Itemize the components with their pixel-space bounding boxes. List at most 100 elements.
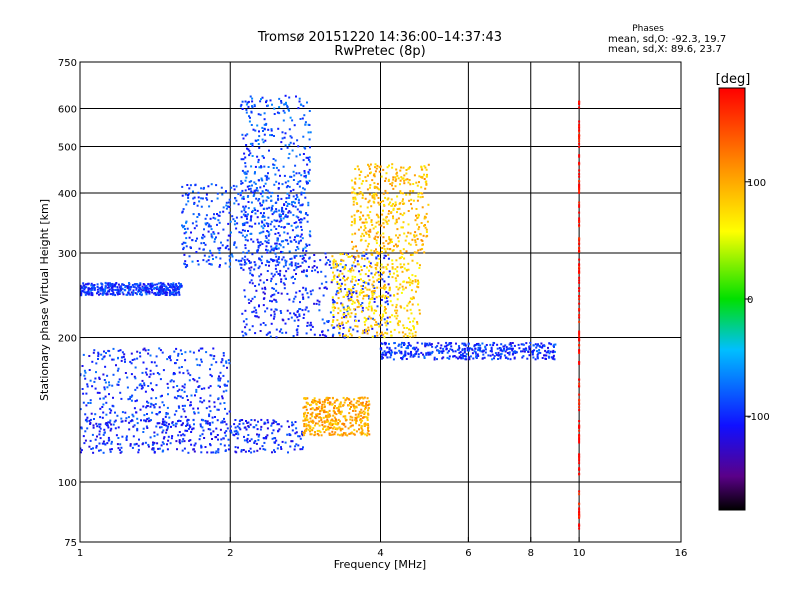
echo-point [392, 358, 395, 361]
echo-point [211, 421, 214, 424]
echo-point [541, 344, 544, 347]
echo-point [307, 131, 310, 134]
echo-point [383, 257, 386, 260]
echo-point [288, 203, 291, 205]
echo-point [303, 171, 306, 174]
echo-point [106, 424, 109, 427]
echo-point [352, 191, 355, 194]
echo-point [301, 203, 304, 206]
echo-point [366, 332, 369, 335]
echo-point [242, 320, 245, 323]
echo-point [164, 289, 167, 292]
echo-point [94, 377, 97, 380]
echo-point [464, 355, 467, 358]
echo-point [165, 431, 168, 434]
echo-point [307, 428, 310, 431]
echo-point [384, 343, 387, 346]
echo-point [224, 384, 227, 387]
echo-point [171, 435, 174, 438]
echo-point [101, 442, 104, 445]
echo-point [333, 407, 336, 410]
echo-point [317, 401, 320, 403]
x-axis-label: Frequency [MHz] [334, 558, 426, 571]
echo-point [290, 175, 293, 178]
echo-point [389, 294, 392, 297]
echo-point [275, 300, 278, 303]
echo-point [337, 297, 340, 300]
echo-point [353, 217, 356, 220]
echo-point [145, 293, 148, 296]
echo-point [96, 283, 99, 286]
echo-point [244, 100, 247, 103]
echo-point [374, 225, 377, 228]
echo-point [374, 166, 376, 169]
echo-point [416, 321, 419, 324]
echo-point [421, 342, 424, 345]
echo-point [358, 302, 360, 305]
echo-point [382, 315, 385, 318]
echo-point [147, 283, 150, 286]
echo-point [294, 295, 297, 298]
echo-point [270, 308, 273, 311]
echo-point [117, 426, 120, 429]
echo-point [302, 317, 305, 319]
echo-point [253, 306, 256, 309]
echo-point [578, 508, 581, 511]
echo-point [222, 210, 225, 213]
echo-point [356, 193, 359, 196]
echo-point [303, 425, 306, 428]
echo-point [117, 437, 120, 439]
echo-point [244, 162, 247, 165]
echo-point [270, 322, 273, 325]
echo-point [242, 213, 245, 216]
echo-point [181, 404, 184, 407]
echo-point [218, 379, 221, 382]
echo-point [330, 281, 333, 284]
echo-point [578, 102, 581, 105]
echo-point [535, 346, 538, 349]
echo-point [243, 171, 246, 174]
echo-point [341, 272, 344, 275]
y-tick-label: 400 [58, 189, 77, 200]
echo-point [96, 285, 99, 288]
echo-point [93, 349, 96, 352]
echo-point [511, 342, 514, 344]
echo-point [209, 394, 212, 397]
echo-point [261, 262, 263, 265]
echo-point [392, 208, 395, 211]
echo-point [116, 443, 119, 446]
echo-point [225, 360, 228, 363]
echo-point [98, 423, 100, 426]
echo-point [316, 422, 319, 425]
echo-point [387, 212, 390, 215]
echo-point [338, 334, 341, 337]
echo-point [166, 382, 169, 385]
echo-point [349, 326, 352, 329]
echo-point [242, 268, 245, 271]
echo-point [391, 241, 393, 243]
echo-point [259, 100, 262, 103]
echo-point [323, 421, 326, 424]
echo-point [339, 263, 342, 266]
echo-point [141, 443, 144, 446]
echo-point [355, 401, 358, 404]
echo-point [217, 448, 220, 451]
echo-point [311, 407, 314, 410]
echo-point [370, 309, 373, 312]
echo-point [118, 378, 121, 381]
echo-point [494, 352, 497, 355]
echo-point [242, 251, 245, 254]
echo-point [94, 387, 97, 390]
echo-point [311, 411, 314, 414]
echo-point [297, 107, 300, 110]
echo-point [191, 222, 194, 225]
echo-point [259, 244, 262, 247]
echo-point [365, 400, 368, 403]
echo-point [270, 209, 273, 212]
echo-point [305, 243, 308, 246]
echo-point [311, 266, 314, 269]
echo-point [181, 396, 184, 399]
echo-point [245, 108, 248, 111]
echo-point [401, 252, 404, 255]
echo-point [225, 204, 228, 207]
